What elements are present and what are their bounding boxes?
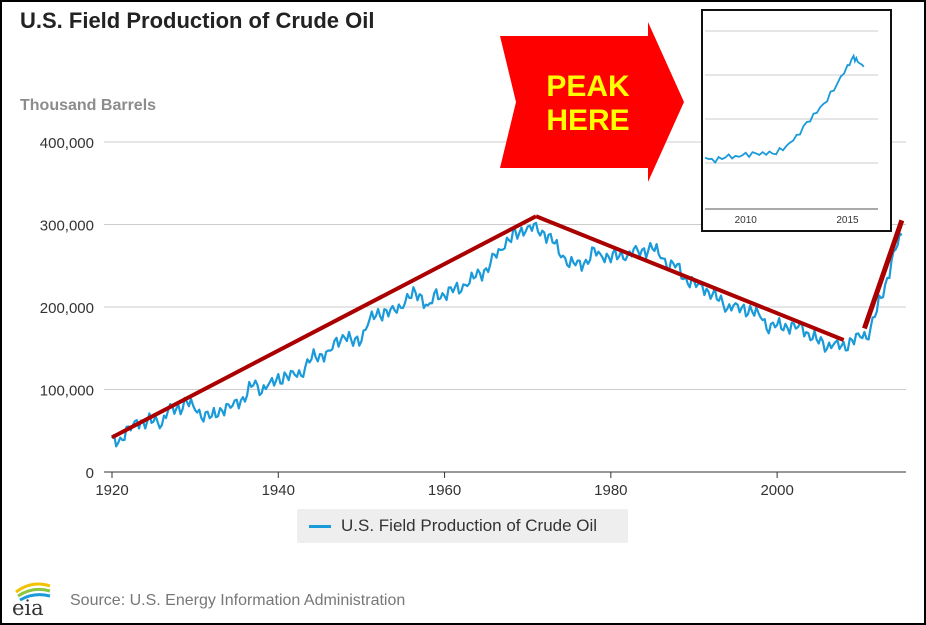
- x-tick-label: 1940: [262, 482, 295, 499]
- y-tick-label: 100,000: [40, 383, 94, 400]
- inset-x-tick-label: 2010: [735, 215, 758, 226]
- inset-chart: 2010 2015: [701, 9, 892, 232]
- source-note: Source: U.S. Energy Information Administ…: [70, 592, 406, 609]
- trend-line: [111, 214, 537, 440]
- trend-layer: [111, 214, 905, 440]
- y-tick-label: 200,000: [40, 300, 94, 317]
- chart-title: U.S. Field Production of Crude Oil: [20, 8, 375, 33]
- x-tick-label: 1960: [428, 482, 461, 499]
- peak-text-line2: HERE: [546, 104, 630, 137]
- axis-layer: 0 100,000 200,000 300,000 400,000 1920 1940 196…: [40, 135, 906, 499]
- inset-plot: 2010 2015: [704, 30, 878, 226]
- inset-x-tick-label: 2015: [836, 215, 859, 226]
- logo-text: eia: [12, 596, 44, 618]
- y-tick-label: 0: [86, 465, 94, 482]
- trend-line: [862, 219, 905, 330]
- x-tick-label: 1920: [95, 482, 128, 499]
- peak-text-line1: PEAK: [546, 70, 630, 103]
- chart-legend[interactable]: U.S. Field Production of Crude Oil: [297, 509, 628, 543]
- trend-line: [535, 214, 845, 342]
- peak-annotation: PEAK HERE: [528, 70, 648, 138]
- series-line: [111, 221, 903, 448]
- legend-label: U.S. Field Production of Crude Oil: [341, 516, 598, 535]
- y-tick-label: 400,000: [40, 135, 94, 152]
- y-tick-label: 300,000: [40, 218, 94, 235]
- y-axis-label: Thousand Barrels: [20, 97, 157, 114]
- peak-arrow-icon: [500, 22, 684, 182]
- legend-swatch: [309, 525, 331, 528]
- x-tick-label: 2000: [760, 482, 793, 499]
- eia-logo: eia: [10, 578, 62, 620]
- series-layer: [111, 221, 903, 448]
- inset-series-line: [704, 53, 865, 164]
- x-tick-label: 1980: [594, 482, 627, 499]
